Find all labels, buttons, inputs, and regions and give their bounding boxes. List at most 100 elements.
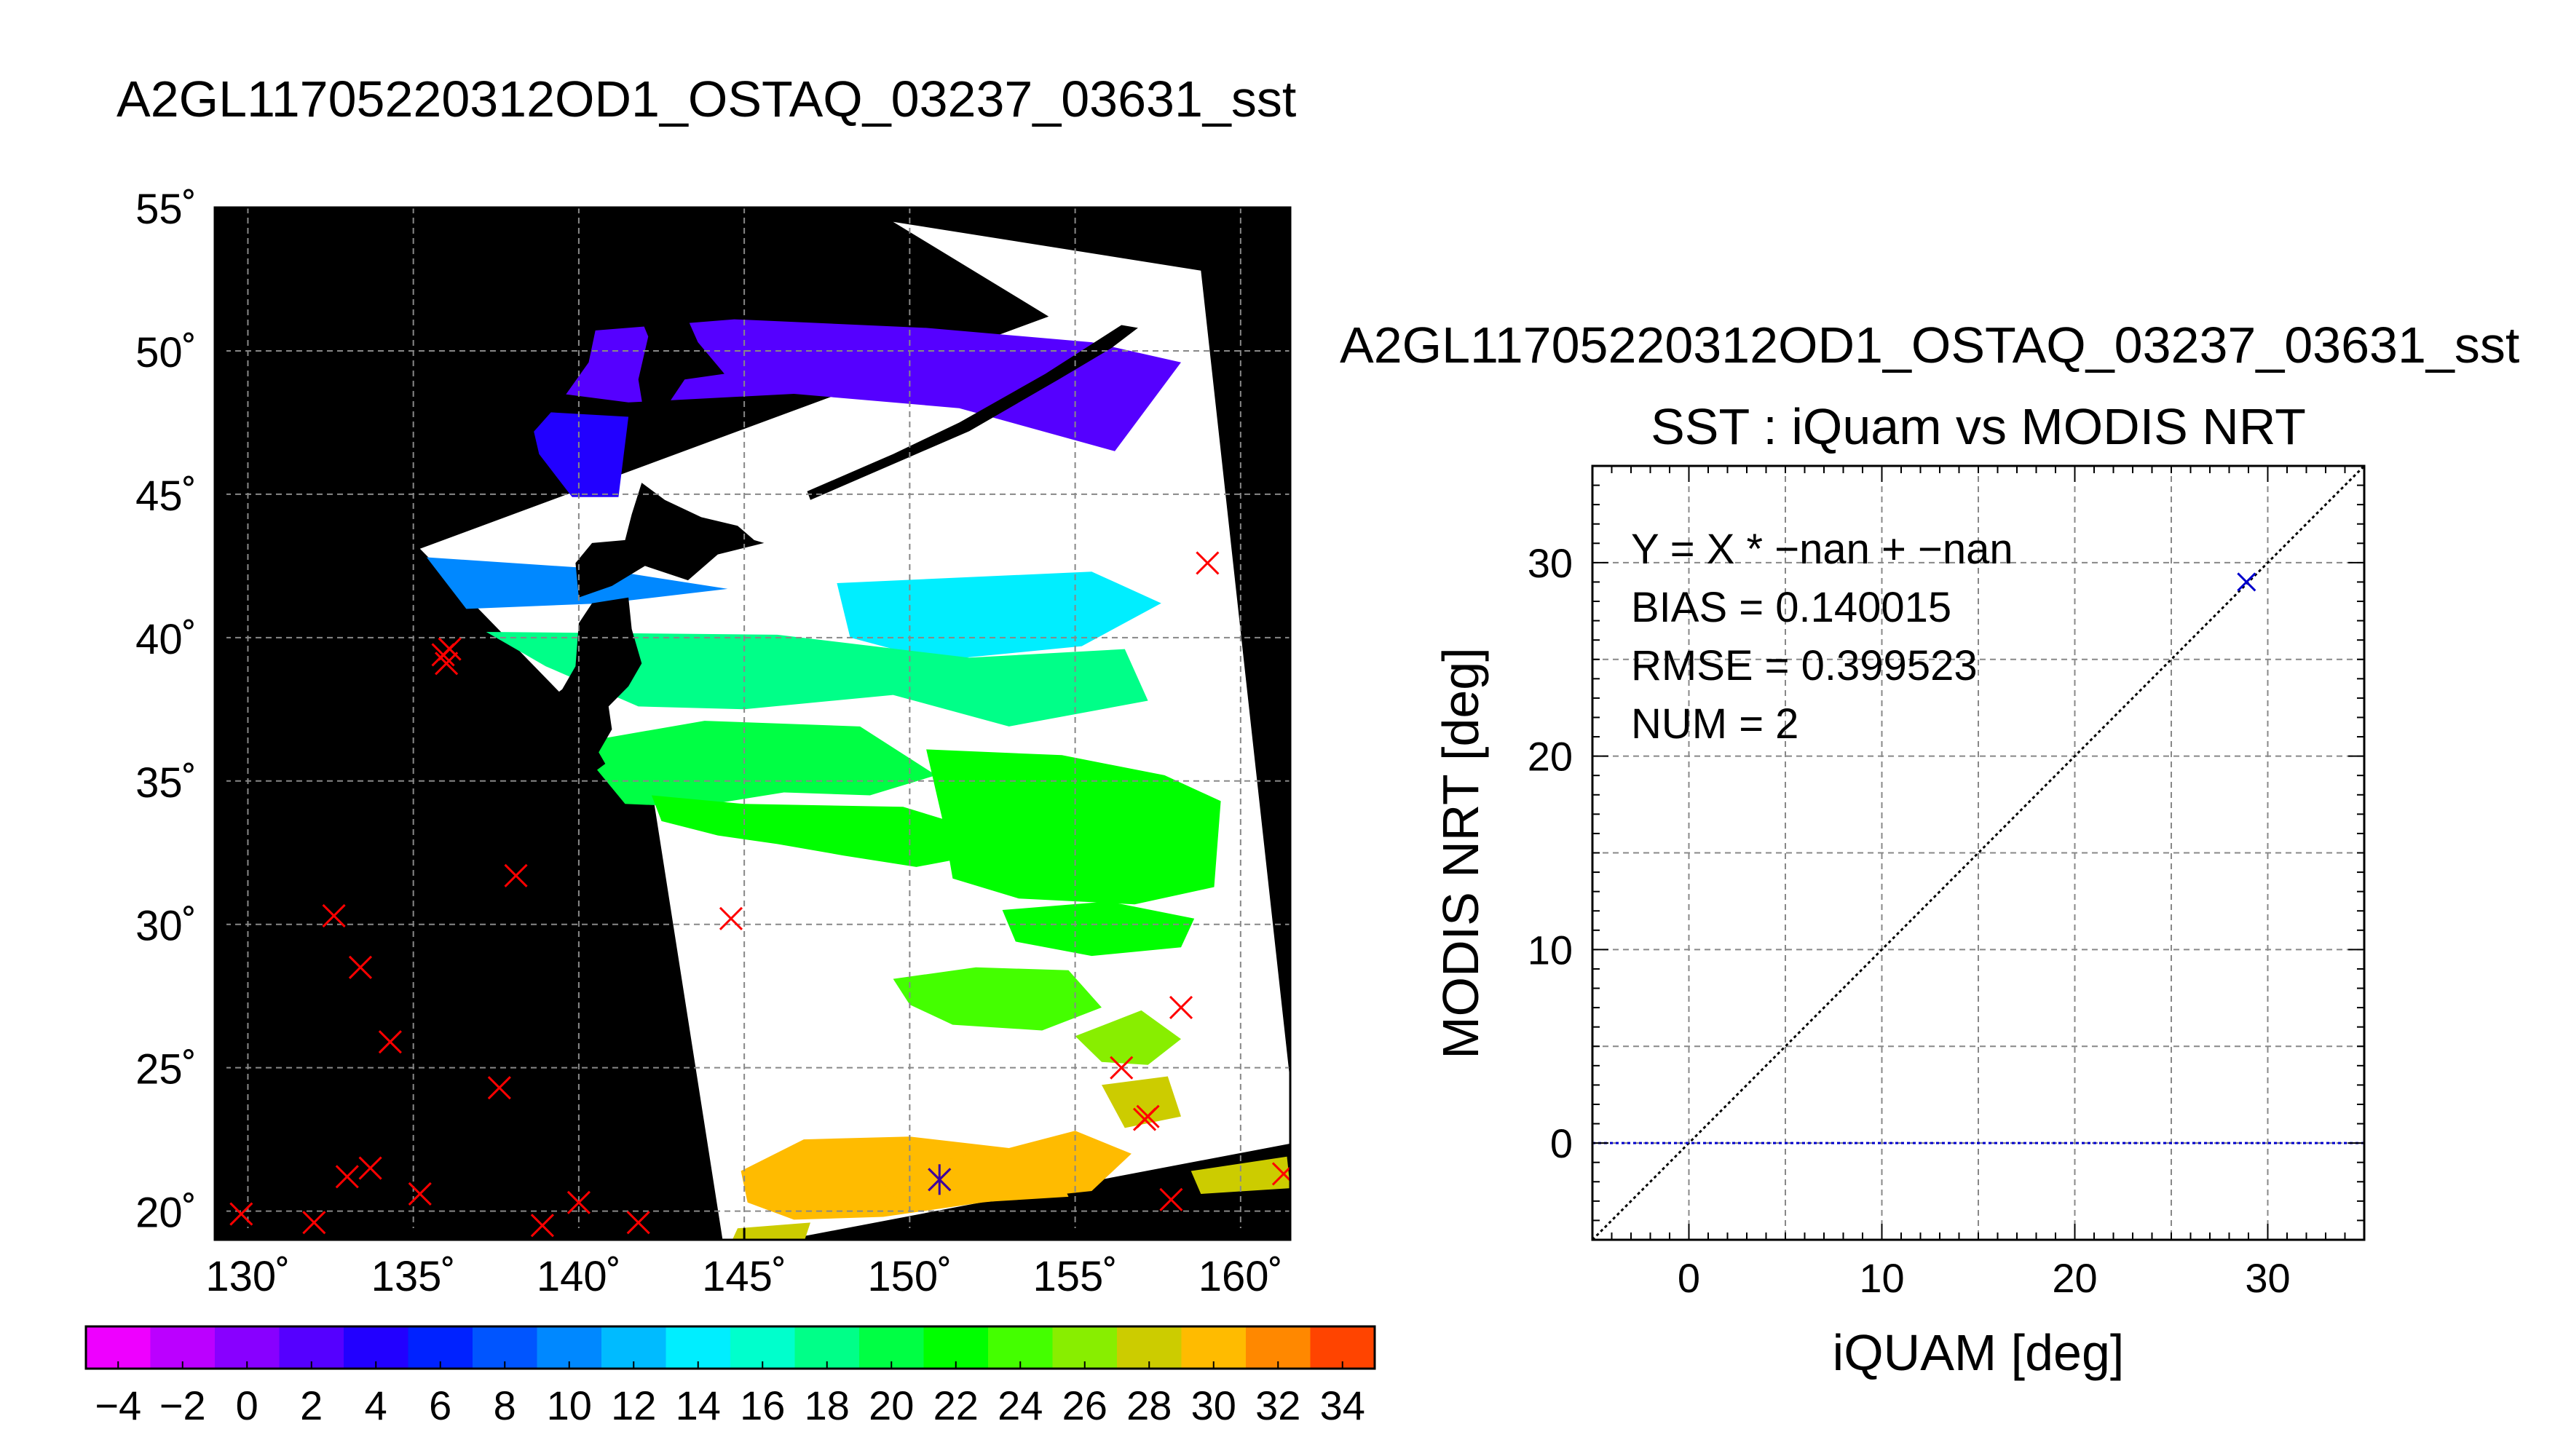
colorbar-tick-label: 20: [869, 1382, 914, 1428]
colorbar-tick-label: 24: [998, 1382, 1043, 1428]
y-tick-label: 30: [1528, 540, 1573, 586]
land-hokkaido: [575, 483, 765, 598]
sst-patch: [592, 721, 936, 807]
colorbar-tick-label: 26: [1062, 1382, 1107, 1428]
colorbar-frame: [84, 1325, 1376, 1370]
matchup-x-marker: [1159, 1187, 1183, 1211]
sst-patch: [426, 557, 728, 609]
colorbar-tick-label: 4: [365, 1382, 387, 1428]
sst-patch: [1190, 1156, 1290, 1194]
colorbar-tick-label: 8: [494, 1382, 516, 1428]
land-primorye: [215, 207, 622, 569]
x-axis-label: iQUAM [deg]: [1833, 1324, 2125, 1381]
lat-tick-label: 45˚: [135, 472, 197, 520]
sst-patch: [1075, 1010, 1181, 1065]
scatter-subtitle: SST : iQuam vs MODIS NRT: [1651, 398, 2306, 455]
sst-patch: [1002, 901, 1195, 957]
colorbar-tick-labels: −4 −2 0 2 4 6 8 10 12 14 16 18 20 22 24 26 28 30 32 34: [95, 1382, 1365, 1428]
stats-annotations: Y = X * −nan + −nan BIAS = 0.140015 RMSE =…: [1631, 526, 2013, 748]
latitude-tick-labels: 20˚ 25˚ 30˚ 35˚ 40˚ 45˚ 50˚ 55˚: [135, 186, 197, 1237]
sst-patch: [876, 1153, 1069, 1203]
lat-tick-label: 40˚: [135, 616, 197, 663]
y-axis-label: MODIS NRT [deg]: [1432, 647, 1489, 1059]
matchup-x-marker: [504, 863, 528, 887]
matchup-x-marker: [378, 1030, 402, 1054]
colorbar-tick-label: 22: [933, 1382, 979, 1428]
sst-patch: [732, 1222, 810, 1240]
y-tick-label: 0: [1550, 1120, 1573, 1166]
sst-colorbar: −4 −2 0 2 4 6 8 10 12 14 16 18 20 22 24 26 28 30 32 34: [84, 1325, 1376, 1428]
matchup-x-marker: [229, 1202, 253, 1226]
lat-tick-label: 55˚: [135, 186, 197, 233]
matchup-x-marker: [438, 637, 462, 661]
sst-map-panel: A2GL11705220312OD1_OSTAQ_03237_03631_sst…: [84, 71, 1376, 1428]
sst-field: [426, 319, 1290, 1240]
scatter-title: A2GL11705220312OD1_OSTAQ_03237_03631_sst: [1340, 317, 2519, 373]
stats-annotation-line: RMSE = 0.399523: [1631, 642, 1978, 689]
stats-annotation-line: NUM = 2: [1631, 700, 1798, 748]
matchup-x-marker: [1169, 995, 1193, 1020]
colorbar-tick-label: 30: [1191, 1382, 1236, 1428]
colorbar-tick-label: 28: [1126, 1382, 1172, 1428]
matchup-x-marker: [358, 1156, 382, 1180]
matchup-x-marker: [322, 903, 346, 927]
land-honshu: [280, 597, 642, 824]
colorbar-tick-label: 18: [805, 1382, 850, 1428]
matchup-x-marker: [1136, 1104, 1160, 1128]
lon-tick-label: 145˚: [702, 1253, 786, 1300]
map-gridlines: [215, 207, 1290, 1240]
matchup-x-marker: [408, 1182, 432, 1206]
y-tick-label: 10: [1528, 927, 1573, 973]
sst-patch: [893, 967, 1102, 1031]
colorbar-tick-label: 14: [676, 1382, 721, 1428]
colorbar-tick-label: 6: [429, 1382, 451, 1428]
map-tick-marks: [215, 206, 1242, 1240]
colorbar-tick-label: 16: [740, 1382, 785, 1428]
lon-tick-label: 130˚: [205, 1253, 290, 1300]
land-mask: [215, 207, 1138, 824]
matchup-x-marker: [566, 1190, 591, 1214]
land-kurils: [807, 325, 1138, 500]
scatter-panel: A2GL11705220312OD1_OSTAQ_03237_03631_sst…: [1340, 317, 2519, 1381]
sst-patch: [837, 571, 1161, 661]
scatter-tick-marks: [1592, 465, 2365, 1241]
map-frame: [213, 206, 1292, 1241]
x-tick-labels: 0 10 20 30: [1678, 1255, 2291, 1301]
sst-patch: [651, 795, 992, 867]
sst-patch: [486, 632, 1148, 727]
colorbar-tick-label: −4: [95, 1382, 141, 1428]
sst-patch: [926, 749, 1221, 905]
lat-tick-label: 30˚: [135, 903, 197, 950]
lon-tick-label: 140˚: [537, 1253, 621, 1300]
matchup-x-marker: [348, 955, 373, 979]
sst-patch: [1102, 1076, 1181, 1128]
matchup-x-marker: [335, 1165, 359, 1189]
colorbar-tick-label: −2: [159, 1382, 206, 1428]
matchup-x-marker: [435, 652, 459, 676]
x-tick-label: 30: [2245, 1255, 2290, 1301]
y-tick-labels: 0 10 20 30: [1528, 540, 1573, 1166]
x-tick-label: 10: [1859, 1255, 1904, 1301]
lon-tick-label: 160˚: [1198, 1253, 1283, 1300]
matchup-x-marker: [1110, 1056, 1134, 1080]
colorbar-tick-label: 32: [1255, 1382, 1300, 1428]
colorbar-tick-label: 0: [236, 1382, 258, 1428]
colorbar-tick-label: 10: [547, 1382, 592, 1428]
colorbar-tick-label: 2: [300, 1382, 323, 1428]
land-sakhalin: [608, 248, 724, 463]
colorbar-ticks: [117, 1361, 1343, 1369]
map-title: A2GL11705220312OD1_OSTAQ_03237_03631_sst: [117, 71, 1296, 127]
matchup-x-marker: [626, 1211, 650, 1235]
matchup-markers: [229, 551, 1290, 1238]
colorbar-tick-label: 12: [611, 1382, 656, 1428]
colorbar-tick-label: 34: [1320, 1382, 1365, 1428]
stats-annotation-line: Y = X * −nan + −nan: [1631, 526, 2013, 573]
scatter-points: [2237, 572, 2256, 592]
lon-tick-label: 150˚: [867, 1253, 952, 1300]
matchup-x-marker: [302, 1211, 326, 1235]
identity-line: [1592, 466, 2364, 1240]
matchup-x-marker: [1271, 1162, 1290, 1186]
matchup-x-marker: [719, 906, 743, 930]
colorbar-segments: [86, 1326, 1375, 1369]
